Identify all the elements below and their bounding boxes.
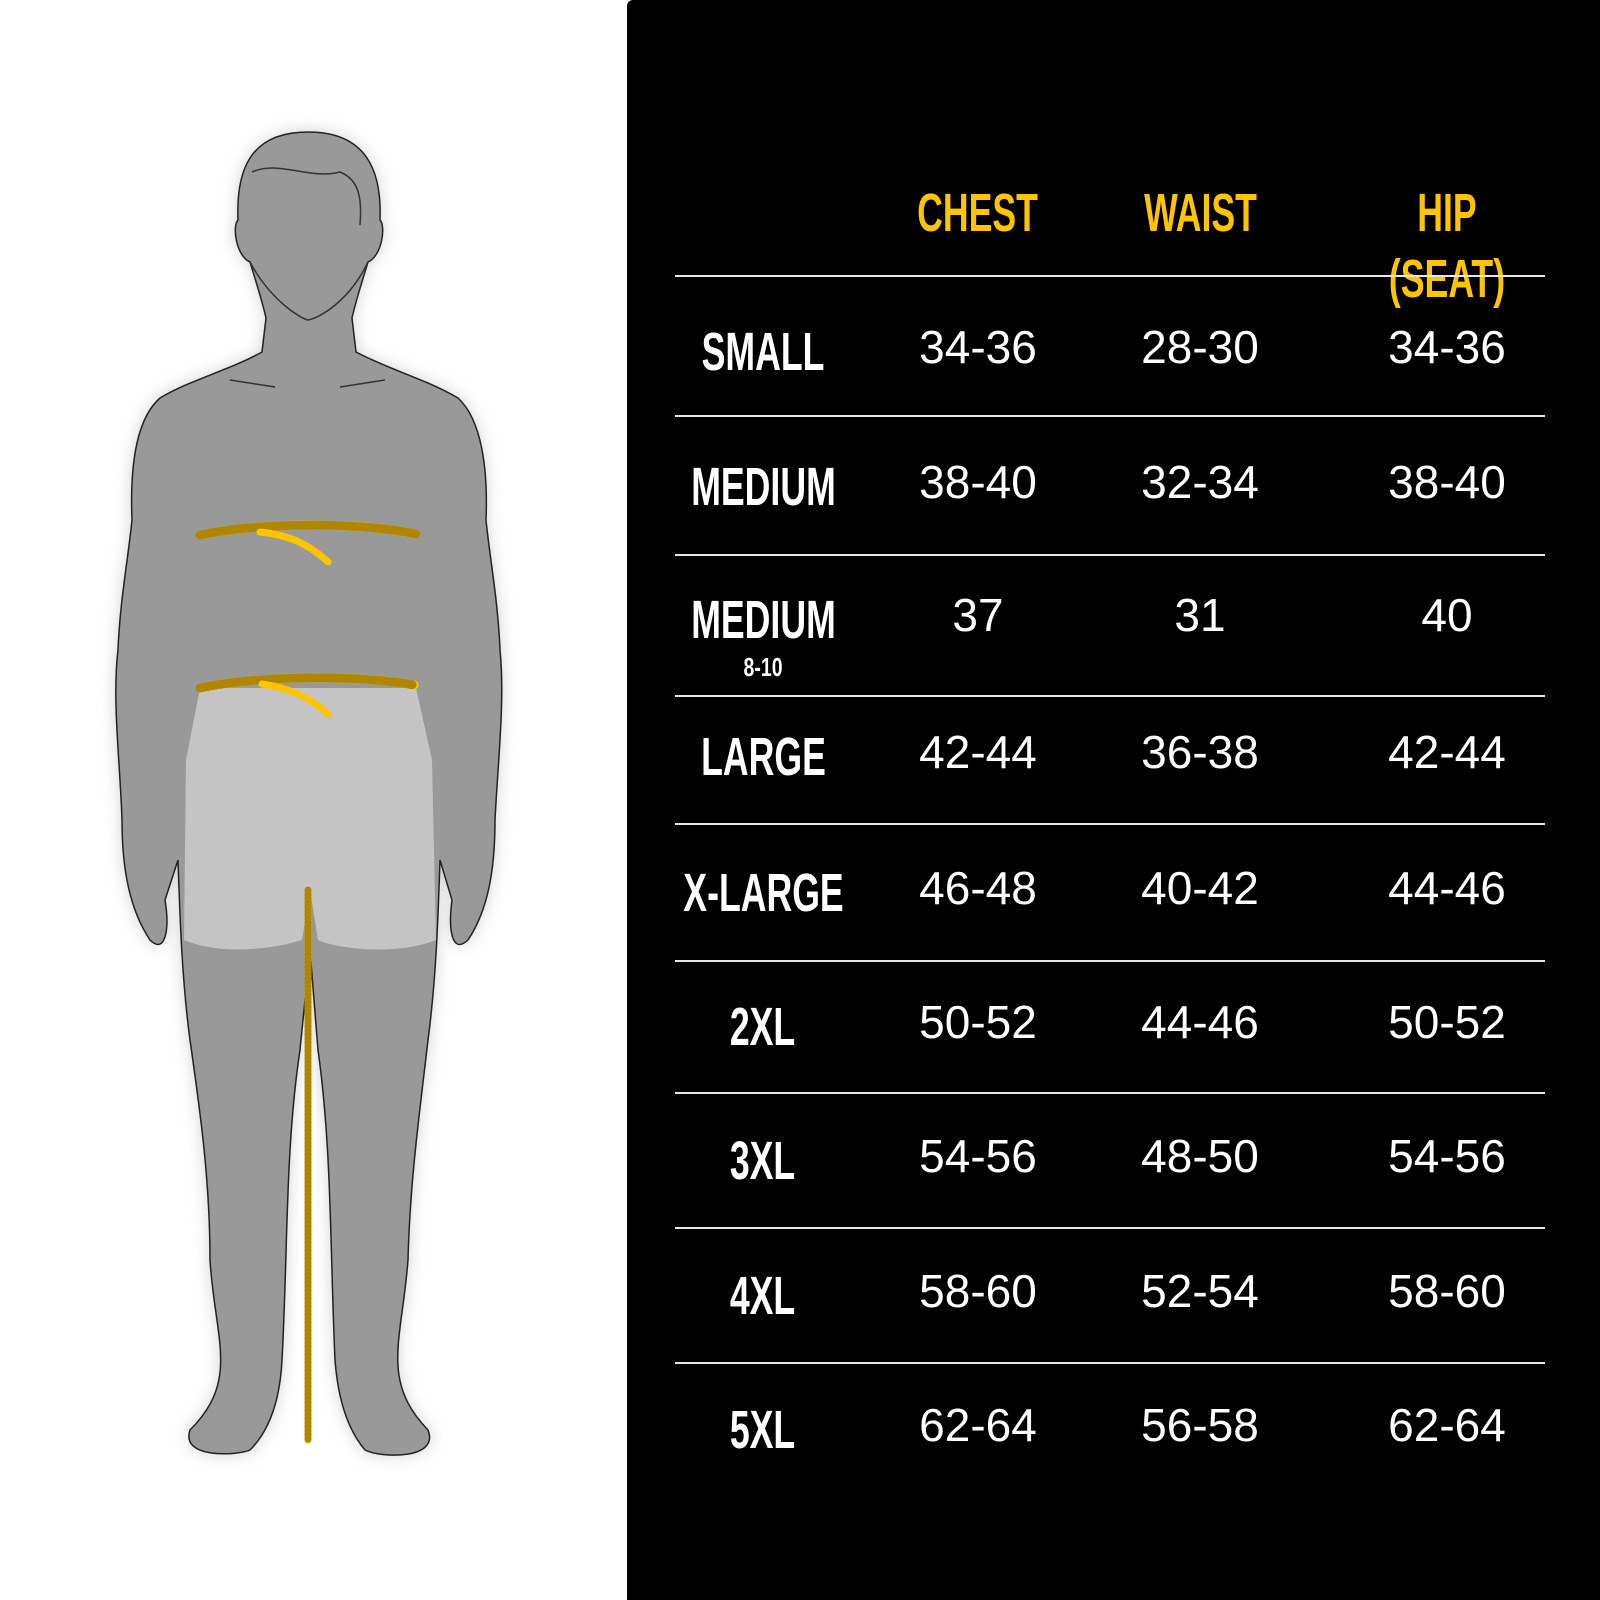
row-divider <box>675 960 1545 962</box>
hip-value: 40 <box>1421 589 1473 641</box>
row-divider <box>675 1092 1545 1094</box>
row-divider <box>675 275 1545 277</box>
chest-value: 58-60 <box>919 1265 1037 1317</box>
chest-value: 50-52 <box>919 996 1037 1048</box>
chest-value: 46-48 <box>919 862 1037 914</box>
waist-value: 40-42 <box>1141 862 1259 914</box>
hip-value: 34-36 <box>1388 321 1506 373</box>
size-label: LARGE <box>700 727 826 787</box>
row-divider <box>675 554 1545 556</box>
size-label: 3XL <box>730 1131 796 1191</box>
waist-value: 44-46 <box>1141 996 1259 1048</box>
measuring-tape-icon <box>195 520 421 1444</box>
size-label: X-LARGE <box>682 863 844 923</box>
size-label: 2XL <box>730 997 796 1057</box>
waist-value: 56-58 <box>1141 1399 1259 1451</box>
chest-value: 38-40 <box>919 456 1037 508</box>
hip-value: 54-56 <box>1388 1130 1506 1182</box>
hip-value: 44-46 <box>1388 862 1506 914</box>
size-sublabel: 8-10 <box>743 652 783 682</box>
waist-value: 32-34 <box>1141 456 1259 508</box>
body-silhouette-icon <box>115 131 503 1456</box>
chest-value: 34-36 <box>919 321 1037 373</box>
size-label: 4XL <box>730 1266 796 1326</box>
size-label: MEDIUM <box>690 457 836 517</box>
waist-value: 36-38 <box>1141 726 1259 778</box>
waist-value: 52-54 <box>1141 1265 1259 1317</box>
size-chart-table: CHEST WAIST HIP (SEAT) SMALL 34-36 28-30 34… <box>627 0 1600 1600</box>
chest-value: 42-44 <box>919 726 1037 778</box>
waist-value: 28-30 <box>1141 321 1259 373</box>
size-label: SMALL <box>701 322 825 382</box>
hip-value: 38-40 <box>1388 456 1506 508</box>
waist-value: 31 <box>1174 589 1226 641</box>
hip-value: 58-60 <box>1388 1265 1506 1317</box>
row-divider <box>675 415 1545 417</box>
chest-value: 37 <box>952 589 1004 641</box>
chest-value: 62-64 <box>919 1399 1037 1451</box>
size-label: MEDIUM <box>690 590 836 650</box>
waist-value: 48-50 <box>1141 1130 1259 1182</box>
header-chest: CHEST <box>917 183 1039 243</box>
hip-value: 42-44 <box>1388 726 1506 778</box>
header-hip: HIP (SEAT) <box>1388 183 1506 309</box>
row-divider <box>675 823 1545 825</box>
hip-value: 50-52 <box>1388 996 1506 1048</box>
row-divider <box>675 1227 1545 1229</box>
size-label: 5XL <box>730 1400 796 1460</box>
chest-value: 54-56 <box>919 1130 1037 1182</box>
row-divider <box>675 1362 1545 1364</box>
row-divider <box>675 695 1545 697</box>
hip-value: 62-64 <box>1388 1399 1506 1451</box>
header-waist: WAIST <box>1143 183 1257 243</box>
